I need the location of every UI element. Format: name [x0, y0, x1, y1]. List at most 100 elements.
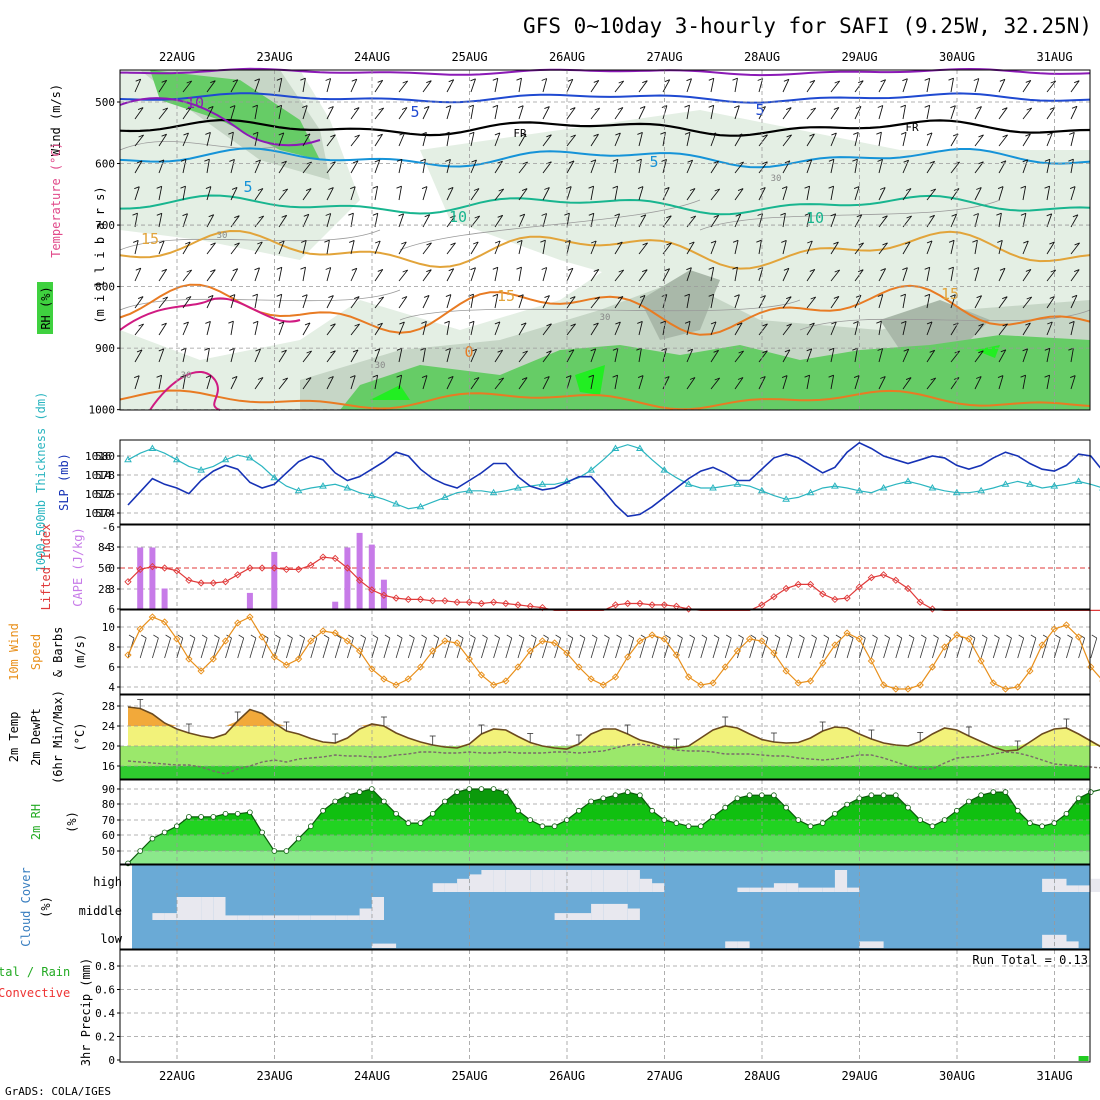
wind-barb-flag [450, 215, 456, 219]
wind-barb-flag [762, 323, 768, 327]
wind-barb-10m [1090, 637, 1098, 659]
wind-barb [494, 294, 499, 309]
wind-barb-10m-flag [153, 634, 159, 639]
wind-barb-flag [401, 241, 407, 245]
wind-barb-flag [877, 158, 883, 162]
lifted-index-marker [611, 601, 620, 609]
wind-barb [182, 269, 193, 282]
wind-barb-flag [516, 77, 522, 81]
contour-label: 30 [375, 361, 386, 371]
wind-barb [902, 267, 908, 282]
cloud-bar-middle [262, 915, 275, 920]
contour-label: 5 [410, 103, 419, 121]
wind-barb [614, 241, 623, 255]
thickness-marker [465, 486, 474, 494]
wind-barb-10m [761, 637, 769, 659]
wind-barb [566, 268, 574, 282]
wind-barb [710, 377, 721, 390]
cloud-bar-high [773, 883, 787, 892]
wind-barb-flag [133, 239, 139, 243]
wind-barb [686, 78, 692, 93]
date-label-bottom: 28AUG [744, 1069, 780, 1083]
wind10m-speed-marker [624, 653, 632, 661]
wind-barb-flag [330, 350, 336, 354]
wind10m-speed-marker [831, 641, 839, 649]
wind-barb [542, 134, 552, 147]
wind-barb-10m [237, 637, 245, 659]
wind-barb-10m-flag [384, 634, 391, 639]
wind-barb-flag [660, 320, 666, 324]
wind-barb [518, 294, 524, 309]
lifted-index-marker [465, 598, 473, 606]
wind-barb [206, 132, 211, 147]
wind-barb-10m [676, 637, 683, 659]
wind-barb [566, 213, 570, 228]
wind-barb-flag [161, 322, 167, 326]
wind-barb-flag [158, 159, 165, 163]
wind-barb-flag [828, 185, 834, 189]
axis-tick-label: 50 [102, 845, 115, 858]
slp-tick-label: 1010 [85, 507, 112, 520]
wind-barb-flag [426, 269, 432, 273]
wind-barb-10m [688, 637, 695, 659]
lifted-index-marker [684, 605, 693, 613]
wind-barb-flag [1020, 185, 1026, 189]
lifted-index-marker [879, 571, 888, 579]
wind-barb-flag [639, 105, 646, 109]
wind-barb-10m-flag [348, 634, 354, 639]
wind10m-speed-marker [928, 663, 937, 671]
cloud-bar-high [444, 883, 458, 892]
wind-barb-flag [136, 349, 143, 353]
wind-barb-10m [968, 637, 976, 659]
wind-barb [182, 296, 192, 309]
wind-barb-flag [136, 160, 143, 164]
wind-barb-10m-flag [445, 634, 452, 639]
wind-barb-flag [1025, 322, 1031, 326]
cloud-bar-middle [371, 897, 384, 920]
wind-barb-flag [301, 239, 307, 243]
wind-barb-10m-flag [543, 634, 549, 639]
wind-barb-flag [637, 186, 644, 190]
contour-label: 10 [449, 208, 467, 226]
wind-barb-flag [420, 347, 426, 351]
wind-barb [878, 321, 882, 336]
axis-tick-label: 700 [95, 219, 115, 232]
wind-barb [206, 295, 214, 309]
rh2m-band [128, 820, 1090, 836]
wind-barb-flag [374, 348, 380, 352]
slp-tick-label: 1012 [85, 488, 112, 501]
thickness-marker [977, 486, 985, 494]
wind-barb [710, 132, 717, 147]
wind-barb-flag [1000, 349, 1006, 353]
wind-barb-flag [185, 107, 192, 110]
wind-barb-flag [278, 132, 284, 136]
wind-barb-10m [980, 637, 988, 659]
wind-barb [542, 240, 546, 255]
wind-barb-flag [593, 133, 599, 137]
wind-barb-10m [1053, 637, 1061, 659]
wind10m-speed-marker [1001, 685, 1010, 693]
wind-barb [710, 321, 717, 336]
wind-barb-flag [497, 349, 503, 353]
wind-barb [470, 78, 476, 93]
wind-barb [830, 241, 839, 255]
wind-barb-flag [306, 161, 312, 165]
wind10m-speed-marker [221, 637, 230, 645]
wind-barb [326, 213, 332, 228]
wind-barb-flag [618, 80, 624, 84]
wind-barb [422, 159, 426, 174]
wind-barb-flag [732, 239, 739, 243]
rh-contour-line [119, 229, 381, 251]
wind-barb-flag [786, 296, 792, 300]
lifted-index-marker [221, 578, 230, 586]
rh2m-marker [819, 820, 826, 826]
wind-barb [614, 296, 624, 309]
rh2m-marker [259, 829, 265, 836]
lifted-index-marker [867, 573, 876, 582]
wind-barb [686, 267, 692, 282]
wind-barb [230, 187, 238, 201]
wind-barb-flag [180, 374, 186, 378]
wind-barb [950, 377, 960, 390]
